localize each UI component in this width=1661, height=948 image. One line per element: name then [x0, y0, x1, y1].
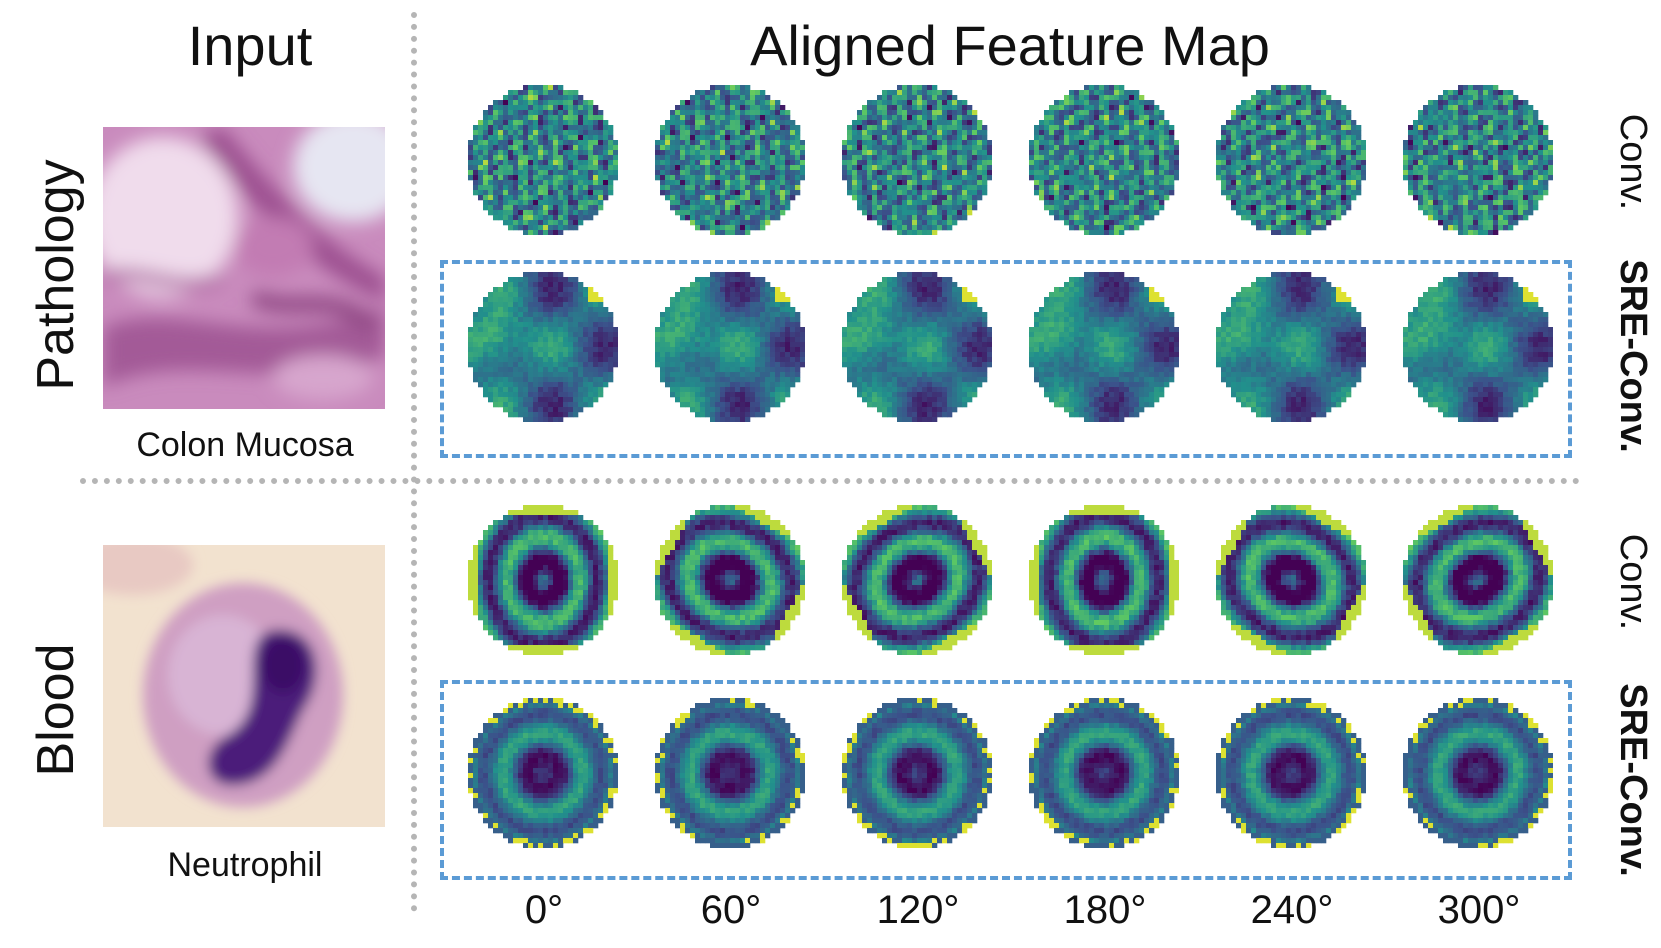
- feature-map-r2-c5: [1403, 505, 1553, 655]
- feature-map-r1-c5: [1403, 272, 1553, 422]
- feature-map-r1-c0: [468, 272, 618, 422]
- feature-map-r3-c1: [655, 698, 805, 848]
- feature-map-r3-c0: [468, 698, 618, 848]
- angle-label: 120°: [876, 888, 960, 932]
- feature-map-r0-c3: [1029, 85, 1179, 235]
- colon-mucosa-input-image: [103, 127, 385, 409]
- feature-map-r2-c4: [1216, 505, 1366, 655]
- feature-map-r0-c2: [842, 85, 992, 235]
- feature-map-r2-c2: [842, 505, 992, 655]
- feature-map-r2-c3: [1029, 505, 1179, 655]
- angle-label: 0°: [524, 888, 564, 932]
- feature-map-r0-c0: [468, 85, 618, 235]
- feature-map-r0-c5: [1403, 85, 1553, 235]
- feature-map-r0-c4: [1216, 85, 1366, 235]
- feature-map-r2-c0: [468, 505, 618, 655]
- pathology-row-label: Pathology: [27, 159, 85, 391]
- vertical-divider: [411, 12, 417, 912]
- neutrophil-caption: Neutrophil: [167, 846, 323, 884]
- pathology-conv-label: Conv.: [1612, 113, 1654, 211]
- angle-label: 180°: [1063, 888, 1147, 932]
- angle-label: 240°: [1250, 888, 1334, 932]
- angle-label: 60°: [700, 888, 762, 932]
- angle-label: 300°: [1437, 888, 1521, 932]
- feature-map-r1-c2: [842, 272, 992, 422]
- blood-row-label: Blood: [27, 643, 85, 777]
- blood-sre-box: [440, 680, 1572, 880]
- pathology-sre-conv-label: SRE-Conv.: [1612, 259, 1654, 453]
- pathology-sre-box: [440, 260, 1572, 458]
- feature-map-r3-c4: [1216, 698, 1366, 848]
- feature-map-r3-c2: [842, 698, 992, 848]
- input-header: Input: [187, 14, 313, 77]
- feature-map-r0-c1: [655, 85, 805, 235]
- feature-map-r3-c3: [1029, 698, 1179, 848]
- aligned-feature-map-header: Aligned Feature Map: [750, 14, 1270, 77]
- neutrophil-input-image: [103, 545, 385, 827]
- blood-sre-conv-label: SRE-Conv.: [1612, 683, 1654, 877]
- feature-map-r1-c1: [655, 272, 805, 422]
- feature-map-r1-c3: [1029, 272, 1179, 422]
- horizontal-divider: [80, 478, 1580, 484]
- colon-mucosa-caption: Colon Mucosa: [136, 426, 354, 464]
- feature-map-r3-c5: [1403, 698, 1553, 848]
- blood-conv-label: Conv.: [1612, 533, 1654, 631]
- feature-map-r2-c1: [655, 505, 805, 655]
- feature-map-r1-c4: [1216, 272, 1366, 422]
